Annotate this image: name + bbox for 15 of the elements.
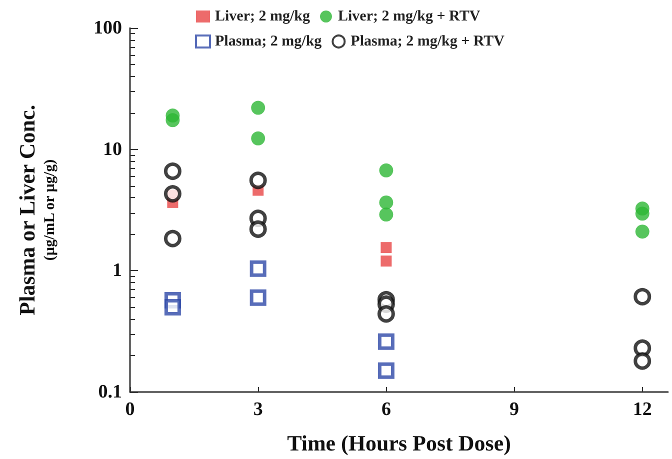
y-axis-title: Plasma or Liver Conc. (µg/mL or µg/g) <box>14 104 58 316</box>
legend-label: Plasma; 2 mg/kg + RTV <box>350 34 505 50</box>
x-tick-label: 12 <box>632 399 652 420</box>
x-axis-title: Time (Hours Post Dose) <box>287 430 511 456</box>
legend-label: Liver; 2 mg/kg + RTV <box>338 8 480 24</box>
legend-label: Plasma; 2 mg/kg <box>215 34 322 50</box>
x-tick-label: 3 <box>253 399 263 420</box>
legend-label: Liver; 2 mg/kg <box>215 8 310 24</box>
y-tick-label: 1 <box>112 260 122 282</box>
y-tick-label: 10 <box>103 138 122 160</box>
x-tick-label: 6 <box>381 399 391 420</box>
y-tick-label: 100 <box>94 18 122 38</box>
x-tick-label: 0 <box>125 399 135 420</box>
x-tick-label: 9 <box>510 399 520 420</box>
y-tick-label: 0.1 <box>98 382 122 402</box>
